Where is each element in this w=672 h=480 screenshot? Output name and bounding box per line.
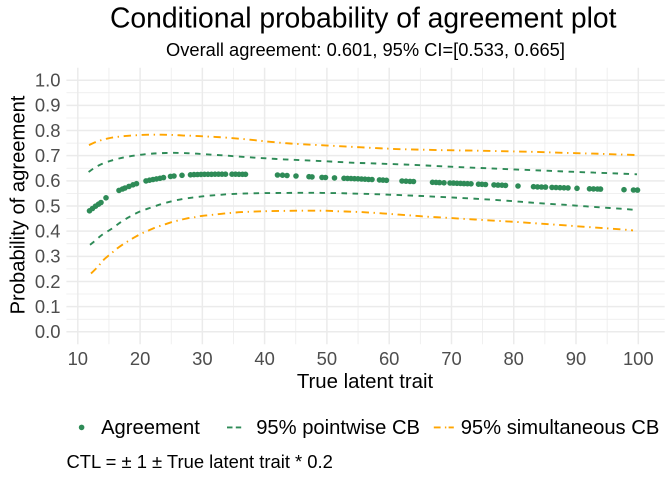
svg-text:0.8: 0.8 — [35, 120, 61, 141]
svg-text:60: 60 — [379, 348, 399, 369]
svg-text:40: 40 — [254, 348, 274, 369]
svg-text:Probability of agreement: Probability of agreement — [8, 95, 30, 314]
svg-text:0.1: 0.1 — [35, 296, 61, 317]
svg-text:0.6: 0.6 — [35, 170, 61, 191]
svg-text:30: 30 — [192, 348, 212, 369]
svg-text:95% simultaneous CB: 95% simultaneous CB — [461, 417, 660, 439]
svg-text:50: 50 — [317, 348, 337, 369]
svg-text:0.5: 0.5 — [35, 195, 61, 216]
svg-text:0.2: 0.2 — [35, 271, 61, 292]
svg-text:80: 80 — [503, 348, 523, 369]
svg-text:90: 90 — [566, 348, 586, 369]
svg-text:True latent trait: True latent trait — [297, 371, 434, 393]
svg-text:70: 70 — [441, 348, 461, 369]
svg-text:95% pointwise CB: 95% pointwise CB — [256, 417, 420, 439]
svg-text:0.0: 0.0 — [35, 321, 61, 342]
svg-text:0.3: 0.3 — [35, 246, 61, 267]
svg-text:CTL = ± 1 ± True latent trait: CTL = ± 1 ± True latent trait * 0.2 — [67, 451, 333, 472]
svg-text:1.0: 1.0 — [35, 70, 61, 91]
svg-text:Agreement: Agreement — [101, 417, 200, 439]
svg-text:100: 100 — [623, 348, 654, 369]
svg-text:0.9: 0.9 — [35, 95, 61, 116]
svg-text:20: 20 — [130, 348, 150, 369]
svg-text:10: 10 — [68, 348, 88, 369]
svg-text:Conditional probability of agr: Conditional probability of agreement plo… — [110, 2, 617, 34]
svg-text:0.4: 0.4 — [35, 221, 61, 242]
svg-text:Overall agreement: 0.601, 95%: Overall agreement: 0.601, 95% CI=[0.533,… — [166, 39, 565, 60]
svg-text:0.7: 0.7 — [35, 145, 61, 166]
